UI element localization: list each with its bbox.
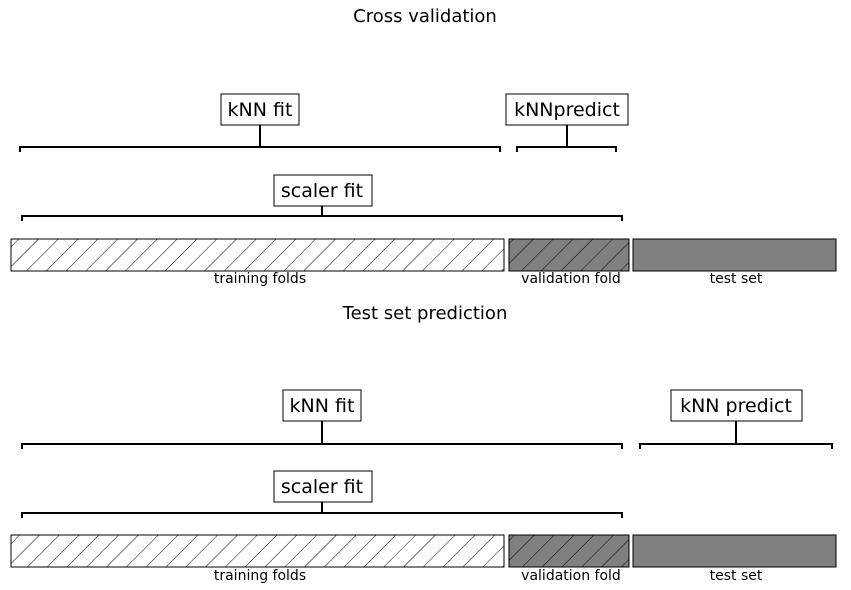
knn-fit-bracket: kNN fit [21,389,623,449]
training-folds-label: training folds [214,568,306,584]
cross-validation-panel: Cross validation kNN fit kNNpredict scal… [10,6,837,287]
training-folds-segment [10,238,505,272]
validation-fold-segment [508,238,630,272]
knn-fit-box [282,389,362,422]
data-split-bar: training folds validation fold test set [10,238,837,287]
training-folds-label: training folds [214,271,306,287]
knn-predict-box [505,93,629,126]
scaler-fit-box [273,470,373,503]
knn-fit-bracket: kNN fit [19,93,501,152]
scaler-fit-bracket: scaler fit [21,174,623,221]
test-set-label: test set [710,271,763,287]
knn-predict-label: kNNpredict [514,99,620,121]
scaler-fit-label: scaler fit [281,180,363,202]
knn-predict-label: kNN predict [680,395,792,417]
scaler-fit-box [273,174,373,207]
test-set-segment [632,238,837,272]
knn-fit-box [220,93,300,126]
panel-title: Test set prediction [342,303,508,324]
data-split-bar: training folds validation fold test set [10,534,837,584]
knn-predict-box [670,389,803,422]
scaler-fit-bracket: scaler fit [21,470,623,518]
scaler-fit-label: scaler fit [281,476,363,498]
validation-fold-label: validation fold [521,568,621,584]
knn-fit-label: kNN fit [228,99,293,121]
test-set-label: test set [710,568,763,584]
validation-fold-segment [508,534,630,568]
panel-title: Cross validation [353,6,497,27]
knn-predict-bracket: kNN predict [639,389,833,449]
validation-fold-label: validation fold [521,271,621,287]
knn-fit-label: kNN fit [290,395,355,417]
knn-predict-bracket: kNNpredict [505,93,629,152]
test-set-segment [632,534,837,568]
test-set-prediction-panel: Test set prediction kNN fit kNN predict … [10,303,837,584]
training-folds-segment [10,534,505,568]
